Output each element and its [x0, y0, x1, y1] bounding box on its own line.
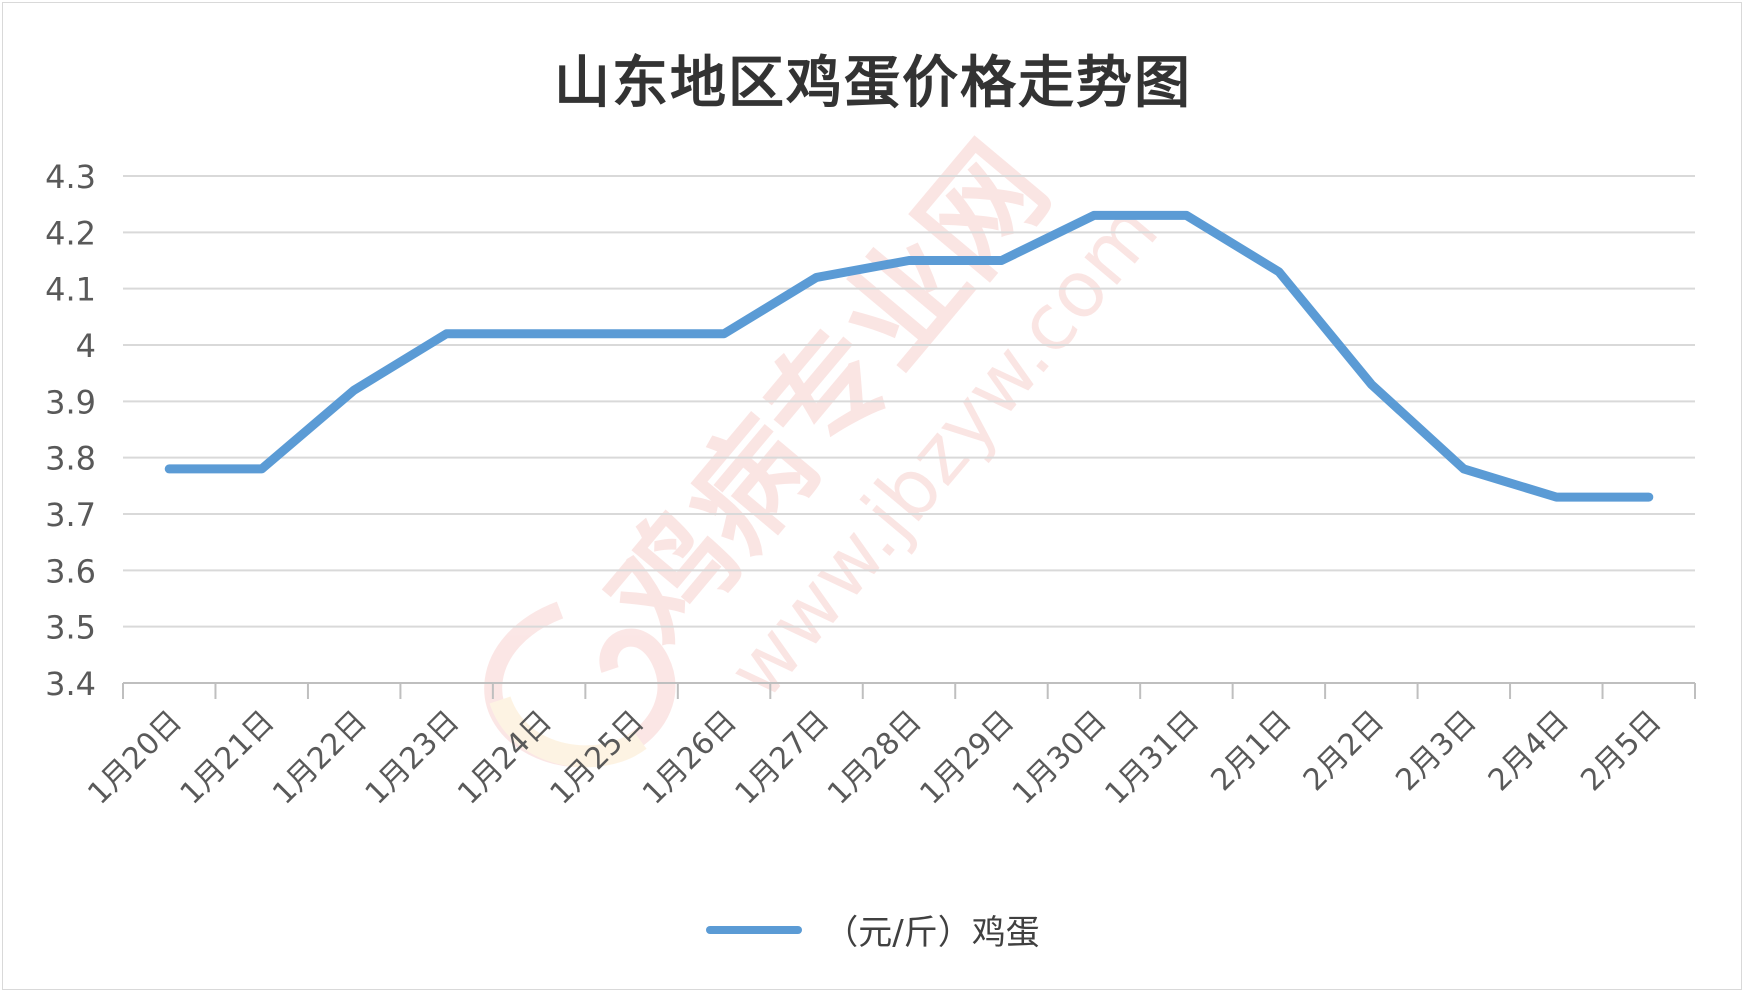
x-tick-label: 1月21日	[174, 704, 282, 812]
legend-series-label: （元/斤）鸡蛋	[824, 913, 1040, 953]
x-tick-label: 1月20日	[81, 704, 189, 812]
x-tick-label: 2月1日	[1204, 704, 1298, 798]
x-tick-label: 2月3日	[1389, 704, 1483, 798]
chart-title: 山东地区鸡蛋价格走势图	[554, 50, 1192, 116]
x-tick-label: 1月27日	[729, 704, 837, 812]
x-tick-label: 2月4日	[1482, 704, 1576, 798]
y-tick-label: 4	[76, 327, 96, 365]
y-tick-label: 3.6	[45, 552, 96, 590]
watermark-logo-icon	[484, 601, 676, 768]
x-tick-label: 1月30日	[1006, 704, 1114, 812]
legend: （元/斤）鸡蛋	[0, 905, 1746, 954]
y-tick-label: 4.3	[45, 158, 96, 196]
x-tick-label: 2月5日	[1574, 704, 1668, 798]
x-tick-label: 1月22日	[266, 704, 374, 812]
x-tick-label: 1月24日	[451, 704, 559, 812]
y-tick-label: 3.4	[45, 665, 96, 703]
y-tick-label: 3.7	[45, 496, 96, 534]
y-tick-label: 3.9	[45, 383, 96, 421]
legend-swatch	[706, 925, 803, 934]
series-line	[164, 210, 1654, 502]
x-tick-label: 1月28日	[821, 704, 929, 812]
y-tick-label: 4.2	[45, 214, 96, 252]
y-tick-label: 3.5	[45, 609, 96, 647]
x-tick-label: 1月26日	[636, 704, 744, 812]
x-tick-label: 1月25日	[544, 704, 652, 812]
x-tick-label: 1月29日	[913, 704, 1021, 812]
x-tick-label: 1月23日	[359, 704, 467, 812]
y-tick-label: 4.1	[45, 271, 96, 309]
x-tick-label: 1月31日	[1098, 704, 1206, 812]
x-tick-label: 2月2日	[1297, 704, 1391, 798]
y-tick-label: 3.8	[45, 440, 96, 478]
